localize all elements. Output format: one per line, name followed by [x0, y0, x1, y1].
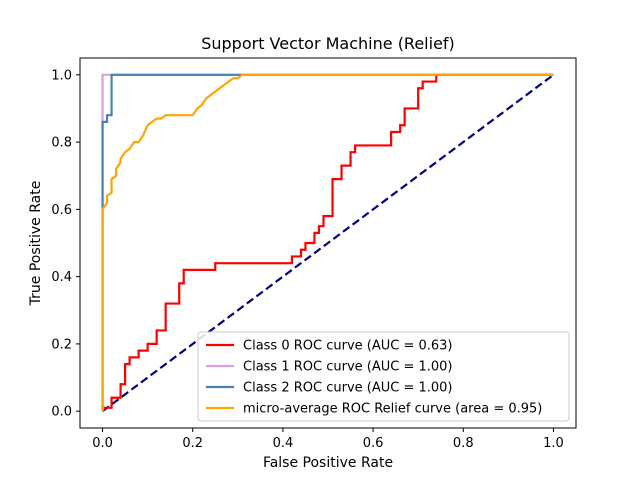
legend-label-3: micro-average ROC Relief curve (area = 0…: [243, 402, 542, 417]
chart-title: Support Vector Machine (Relief): [201, 34, 455, 53]
series-line-2: [101, 73, 554, 412]
y-tick-label: 0.4: [51, 270, 72, 285]
x-tick-label: 0.8: [453, 436, 474, 451]
plot-area: 0.0 0.2 0.4 0.6 0.8 1.0 0.0 0.2 0.4 0.6 0.8 1.0: [51, 57, 577, 451]
x-axis-label: False Positive Rate: [263, 455, 393, 471]
legend-label-1: Class 1 ROC curve (AUC = 1.00): [243, 360, 453, 375]
y-tick-label: 0.2: [51, 337, 72, 352]
x-tick-label: 0.0: [92, 436, 113, 451]
legend-box: [197, 331, 570, 422]
y-tick-label: 0.6: [51, 203, 72, 218]
x-tick-label: 0.4: [273, 436, 294, 451]
x-tick-label: 1.0: [543, 436, 564, 451]
y-tick-label: 1.0: [51, 68, 72, 83]
series-line-3: [101, 73, 554, 412]
series-group: [101, 73, 555, 413]
legend: Class 0 ROC curve (AUC = 0.63) Class 1 RO…: [197, 331, 570, 422]
y-tick-label: 0.0: [51, 405, 72, 420]
y-tick-label: 0.8: [51, 136, 72, 151]
x-tick-label: 0.2: [182, 436, 203, 451]
chance-diagonal-line: [101, 73, 555, 413]
legend-label-2: Class 2 ROC curve (AUC = 1.00): [243, 381, 453, 396]
legend-label-0: Class 0 ROC curve (AUC = 0.63): [243, 339, 453, 354]
x-tick-label: 0.6: [363, 436, 384, 451]
series-line-0: [101, 73, 554, 412]
axes-frame: [79, 57, 577, 429]
y-axis-label: True Positive Rate: [28, 181, 44, 307]
